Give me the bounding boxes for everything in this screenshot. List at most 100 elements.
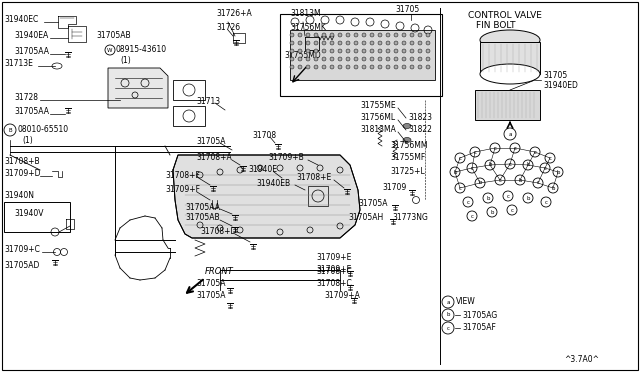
Text: c: c	[543, 166, 547, 170]
Text: 31755ME: 31755ME	[360, 102, 396, 110]
Circle shape	[354, 49, 358, 53]
Text: 31755MF: 31755MF	[390, 154, 425, 163]
Circle shape	[505, 159, 515, 169]
Circle shape	[523, 193, 533, 203]
Text: 08915-43610: 08915-43610	[116, 45, 167, 55]
Circle shape	[490, 143, 500, 153]
Circle shape	[338, 57, 342, 61]
Text: 31705A: 31705A	[196, 292, 225, 301]
Text: 31708: 31708	[252, 131, 276, 140]
Circle shape	[394, 57, 398, 61]
Ellipse shape	[480, 30, 540, 50]
Circle shape	[346, 65, 350, 69]
Text: 31713: 31713	[196, 97, 220, 106]
Circle shape	[290, 65, 294, 69]
Text: 31823: 31823	[408, 113, 432, 122]
Text: c: c	[548, 155, 552, 160]
Circle shape	[314, 41, 318, 45]
Circle shape	[523, 160, 533, 170]
Circle shape	[410, 57, 414, 61]
Circle shape	[298, 33, 302, 37]
Text: 31709+C: 31709+C	[4, 246, 40, 254]
Text: 31756ML: 31756ML	[360, 113, 395, 122]
Text: 31705AA: 31705AA	[185, 202, 220, 212]
Circle shape	[354, 41, 358, 45]
Circle shape	[410, 41, 414, 45]
Text: 31705A: 31705A	[358, 199, 387, 208]
Circle shape	[533, 178, 543, 188]
Circle shape	[354, 57, 358, 61]
Circle shape	[386, 49, 390, 53]
Circle shape	[394, 33, 398, 37]
Circle shape	[362, 49, 366, 53]
Circle shape	[510, 143, 520, 153]
Text: a: a	[508, 131, 512, 137]
Text: 31940EC: 31940EC	[4, 16, 38, 25]
Text: (1): (1)	[120, 55, 131, 64]
Bar	[4, 202, 70, 232]
Text: 31708+E: 31708+E	[296, 173, 332, 183]
Polygon shape	[173, 155, 360, 238]
Circle shape	[553, 167, 563, 177]
Text: 31813MA: 31813MA	[360, 125, 396, 135]
Text: 31755MD: 31755MD	[284, 51, 321, 61]
Circle shape	[306, 65, 310, 69]
Circle shape	[410, 49, 414, 53]
Circle shape	[418, 65, 422, 69]
Circle shape	[306, 57, 310, 61]
Text: 31705AH: 31705AH	[348, 214, 383, 222]
Text: c: c	[470, 166, 474, 170]
Text: 31709+D: 31709+D	[4, 170, 40, 179]
Text: 31705AA: 31705AA	[14, 108, 49, 116]
Text: 31940N: 31940N	[4, 192, 34, 201]
Circle shape	[4, 124, 16, 136]
Circle shape	[306, 41, 310, 45]
Circle shape	[483, 193, 493, 203]
Circle shape	[314, 57, 318, 61]
Bar	[480, 42, 540, 74]
Circle shape	[322, 49, 326, 53]
Circle shape	[402, 41, 406, 45]
Bar	[475, 90, 540, 120]
Text: ^3.7A0^: ^3.7A0^	[564, 356, 599, 365]
Circle shape	[378, 49, 382, 53]
Circle shape	[503, 191, 513, 201]
Text: 31709+B: 31709+B	[268, 154, 304, 163]
Text: CONTROL VALVE: CONTROL VALVE	[468, 10, 542, 19]
Bar	[173, 106, 205, 126]
Circle shape	[386, 65, 390, 69]
Text: 31705: 31705	[395, 6, 419, 15]
Circle shape	[354, 33, 358, 37]
Text: B: B	[8, 128, 12, 132]
Text: 31940EB: 31940EB	[256, 179, 290, 187]
Text: b: b	[518, 177, 522, 183]
Circle shape	[298, 41, 302, 45]
Circle shape	[290, 57, 294, 61]
Text: 31940ED: 31940ED	[543, 80, 578, 90]
Circle shape	[314, 65, 318, 69]
Circle shape	[330, 33, 334, 37]
Text: 31713E: 31713E	[4, 60, 33, 68]
Text: b: b	[526, 163, 530, 167]
Ellipse shape	[403, 138, 411, 142]
Circle shape	[362, 65, 366, 69]
Bar	[280, 14, 442, 96]
Circle shape	[426, 41, 430, 45]
Bar	[173, 80, 205, 100]
Circle shape	[330, 57, 334, 61]
Circle shape	[507, 205, 517, 215]
Bar	[308, 186, 328, 206]
Circle shape	[354, 65, 358, 69]
Circle shape	[504, 128, 516, 140]
Circle shape	[322, 41, 326, 45]
Text: 31940E: 31940E	[248, 166, 277, 174]
Text: a: a	[446, 299, 450, 305]
Text: 31705A: 31705A	[196, 279, 225, 288]
Text: b: b	[526, 196, 530, 201]
Circle shape	[314, 33, 318, 37]
Circle shape	[485, 160, 495, 170]
Circle shape	[346, 57, 350, 61]
Ellipse shape	[480, 64, 540, 84]
Text: 31726+A: 31726+A	[216, 10, 252, 19]
Circle shape	[298, 49, 302, 53]
